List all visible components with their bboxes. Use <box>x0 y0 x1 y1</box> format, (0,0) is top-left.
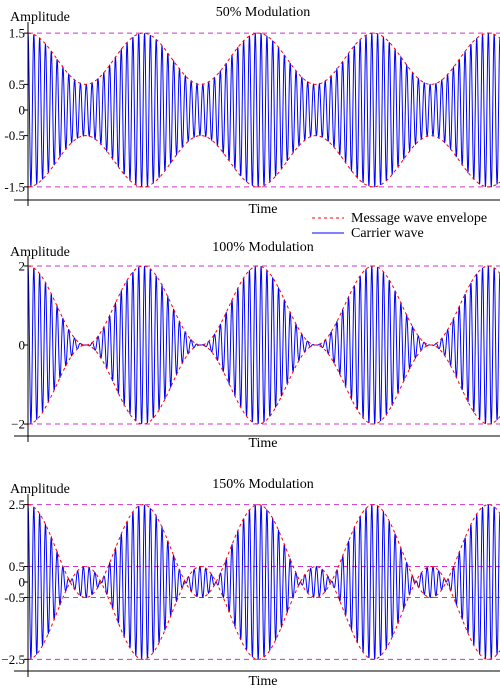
y-axis-label: Amplitude <box>10 10 70 25</box>
chart-title: 150% Modulation <box>212 477 314 492</box>
y-tick-label: 0 <box>19 103 26 118</box>
y-tick-label: 0 <box>19 575 26 590</box>
legend-carrier-label: Carrier wave <box>351 226 424 241</box>
x-axis-label: Time <box>248 436 277 451</box>
y-tick-label: -0.5 <box>4 590 25 605</box>
x-axis-label: Time <box>248 202 277 217</box>
chart-title: 100% Modulation <box>212 240 314 255</box>
carrier-wave-line <box>27 32 500 188</box>
envelope-lower-line <box>27 581 500 660</box>
panel-100-percent: 100% Modulation Amplitude Time 2 0 −2 <box>10 240 500 451</box>
legend-envelope-label: Message wave envelope <box>351 211 487 226</box>
envelope-upper-line <box>27 265 500 346</box>
y-tick-label: 2.5 <box>9 497 25 512</box>
y-tick-label: -1.5 <box>4 179 25 194</box>
y-tick-label: -0.5 <box>4 128 25 143</box>
y-tick-label: 0.5 <box>9 77 25 92</box>
y-tick-label: 1.5 <box>9 26 25 41</box>
panel-150-percent: 150% Modulation Amplitude Time 2.5 0.50-0… <box>1 477 500 689</box>
chart-title: 50% Modulation <box>216 5 311 20</box>
carrier-wave-line <box>27 504 500 660</box>
envelope-upper-line <box>27 504 500 583</box>
y-tick-label: 2 <box>19 258 26 273</box>
x-axis-label: Time <box>248 674 277 689</box>
carrier-wave-line <box>27 265 500 425</box>
y-axis-label: Amplitude <box>10 245 70 260</box>
envelope-lower-line <box>27 344 500 425</box>
envelope-lower-line <box>27 135 500 188</box>
envelope-upper-line <box>27 32 500 85</box>
legend: Message wave envelope Carrier wave <box>312 211 487 241</box>
y-tick-label: −2 <box>11 417 25 432</box>
panel-50-percent: 50% Modulation Amplitude Time 1.5 0.5 0 -0.… <box>4 5 500 217</box>
y-tick-label: −2.5 <box>1 652 25 667</box>
y-tick-label: 0.5 <box>9 559 25 574</box>
y-tick-label: 0 <box>19 338 26 353</box>
y-axis-label: Amplitude <box>10 482 70 497</box>
